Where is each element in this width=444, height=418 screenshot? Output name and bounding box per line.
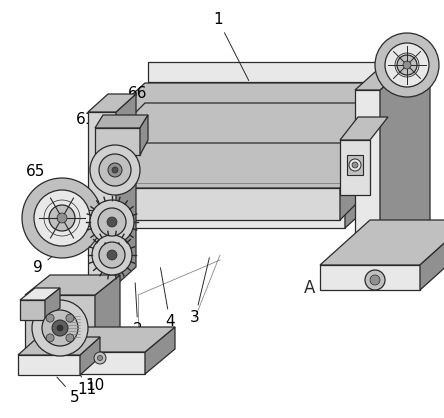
Polygon shape [20,288,60,300]
Circle shape [365,270,385,290]
Polygon shape [345,83,395,228]
Circle shape [385,43,429,87]
Circle shape [403,61,411,69]
Polygon shape [340,117,388,140]
Polygon shape [18,337,100,355]
Circle shape [66,334,74,342]
Circle shape [99,154,131,186]
Polygon shape [116,94,136,285]
Polygon shape [320,220,444,265]
Circle shape [112,167,118,173]
Polygon shape [18,355,80,375]
Polygon shape [347,155,363,175]
Text: 10: 10 [373,173,418,199]
Circle shape [57,213,67,223]
Circle shape [22,178,102,258]
Circle shape [94,352,106,364]
Polygon shape [355,90,380,270]
Circle shape [32,300,88,356]
Circle shape [46,314,54,322]
Circle shape [375,33,439,97]
Circle shape [90,200,134,244]
Polygon shape [95,83,395,128]
Text: 4: 4 [160,268,175,329]
Polygon shape [100,148,340,178]
Polygon shape [140,115,148,155]
Polygon shape [95,128,345,228]
Polygon shape [145,327,175,374]
Circle shape [107,217,117,227]
Polygon shape [340,140,370,195]
Polygon shape [95,128,140,155]
Polygon shape [340,143,385,220]
Polygon shape [80,337,100,375]
Polygon shape [340,103,385,178]
Text: 66: 66 [128,87,148,125]
Text: 9: 9 [383,155,413,174]
Circle shape [49,205,75,231]
Circle shape [352,162,358,168]
Polygon shape [20,300,45,320]
Polygon shape [100,103,385,148]
Polygon shape [55,327,175,352]
Polygon shape [25,275,120,295]
Circle shape [52,320,68,336]
Circle shape [397,55,417,75]
Polygon shape [355,45,430,90]
Text: 65: 65 [26,165,46,195]
Polygon shape [25,295,95,360]
Text: 9: 9 [33,242,70,275]
Text: 2: 2 [133,283,143,337]
Text: 61: 61 [76,112,111,156]
Circle shape [92,235,132,275]
Circle shape [42,310,78,346]
Circle shape [370,275,380,285]
Circle shape [99,242,125,268]
Circle shape [349,159,361,171]
Circle shape [98,208,126,236]
Polygon shape [420,220,444,290]
Text: 11: 11 [76,364,97,398]
Circle shape [107,250,117,260]
Circle shape [34,190,90,246]
Polygon shape [100,188,340,220]
Text: 6: 6 [110,122,120,197]
Polygon shape [100,143,385,188]
Polygon shape [88,112,116,285]
Circle shape [46,334,54,342]
Circle shape [108,163,122,177]
Circle shape [66,314,74,322]
Text: 10: 10 [85,365,105,393]
Polygon shape [95,275,120,360]
Text: A: A [304,279,316,297]
Polygon shape [380,45,430,270]
Polygon shape [55,352,145,374]
Circle shape [98,355,103,360]
Text: 1: 1 [213,13,249,81]
Polygon shape [88,94,136,112]
Circle shape [90,145,140,195]
Polygon shape [148,62,390,82]
Text: 5: 5 [57,377,80,405]
Circle shape [57,325,63,331]
Polygon shape [95,115,148,128]
Text: 3: 3 [190,258,210,326]
Polygon shape [320,265,420,290]
Polygon shape [45,288,60,320]
